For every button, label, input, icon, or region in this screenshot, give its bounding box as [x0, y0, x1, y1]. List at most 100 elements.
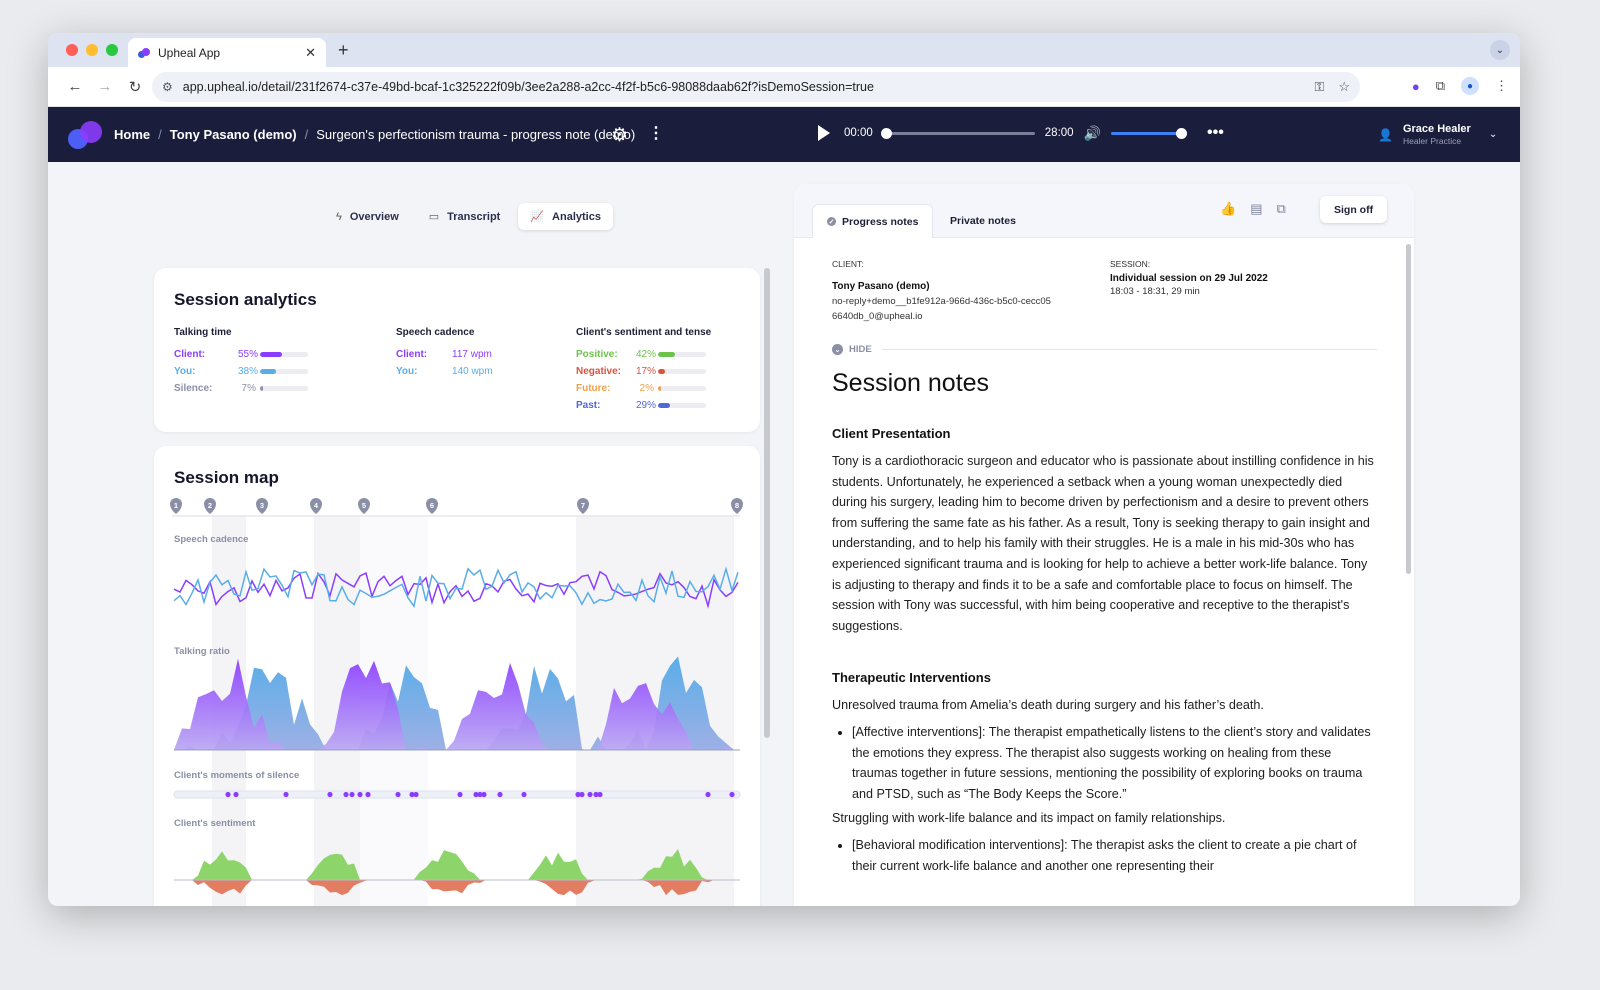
session-map-chart: 1 2 3 4 5 6 7 8 Speech cadence Talking ratio Cl… — [170, 498, 743, 906]
stat-label: Client: — [174, 349, 206, 360]
view-tabs: ϟ Overview ▭ Transcript 📈 Analytics — [324, 203, 613, 230]
extensions-puzzle-icon[interactable]: ⧉ — [1435, 78, 1445, 93]
maximize-window-button[interactable] — [106, 44, 118, 56]
silence-moment-dot[interactable] — [597, 791, 603, 798]
browser-tab[interactable]: Upheal App ✕ — [128, 38, 326, 67]
talking-time-section: Talking time Client: 55% You: 38% Silence: 7% — [174, 327, 396, 414]
silence-moment-dot[interactable] — [705, 791, 711, 798]
session-map-marker[interactable]: 5 — [358, 498, 370, 514]
breadcrumb-client[interactable]: Tony Pasano (demo) — [169, 127, 297, 142]
settings-gear-icon[interactable]: ⚙ — [611, 125, 629, 146]
stat-bar — [658, 369, 706, 374]
svg-text:5: 5 — [362, 501, 366, 510]
browser-tab-title: Upheal App — [158, 45, 221, 60]
stat-row: Negative: 17% — [576, 363, 711, 380]
silence-moment-dot[interactable] — [343, 791, 349, 798]
reload-icon[interactable]: ↻ — [128, 78, 142, 96]
more-options-icon[interactable]: ⋮ — [648, 125, 664, 142]
silence-moment-dot[interactable] — [575, 791, 581, 798]
silence-moment-dot[interactable] — [477, 791, 483, 798]
talking-time-label: Talking time — [174, 327, 232, 338]
sentiment-section: Client's sentiment and tense Positive: 42… — [576, 327, 711, 414]
silence-moment-dot[interactable] — [283, 791, 289, 798]
silence-moment-dot[interactable] — [497, 791, 503, 798]
tab-analytics[interactable]: 📈 Analytics — [518, 203, 613, 230]
play-button[interactable] — [818, 125, 830, 141]
session-time: 18:03 - 18:31, 29 min — [1110, 286, 1200, 297]
breadcrumb-separator: / — [304, 127, 309, 142]
profile-avatar-icon[interactable]: ● — [1461, 77, 1479, 95]
hide-toggle[interactable]: ⌄ HIDE — [832, 344, 1377, 355]
session-map-marker[interactable]: 1 — [170, 498, 182, 514]
chevron-down-icon: ⌄ — [1488, 129, 1498, 140]
hide-label: HIDE — [849, 344, 872, 355]
volume-speaker-icon[interactable]: 🔊 — [1083, 124, 1101, 141]
close-window-button[interactable] — [66, 44, 78, 56]
back-arrow-icon[interactable]: ← — [67, 78, 83, 95]
client-presentation-heading: Client Presentation — [832, 426, 951, 441]
tab-overview[interactable]: ϟ Overview — [324, 204, 411, 230]
silence-moment-dot[interactable] — [521, 791, 527, 798]
session-map-marker[interactable]: 7 — [577, 498, 589, 514]
minimize-window-button[interactable] — [86, 44, 98, 56]
user-menu[interactable]: 👤 Grace Healer Healer Practice ⌄ — [1378, 123, 1497, 146]
session-map-marker[interactable]: 4 — [310, 498, 322, 514]
session-analytics-title: Session analytics — [174, 290, 317, 309]
volume-slider[interactable] — [1111, 127, 1187, 139]
session-map-marker[interactable]: 6 — [426, 498, 438, 514]
player-more-icon[interactable]: ••• — [1207, 124, 1224, 141]
silence-moment-dot[interactable] — [395, 791, 401, 798]
silence-moment-dot[interactable] — [579, 791, 585, 798]
silence-moment-dot[interactable] — [349, 791, 355, 798]
volume-knob[interactable] — [1176, 127, 1187, 139]
forward-arrow-icon[interactable]: → — [97, 78, 113, 95]
sign-off-button[interactable]: Sign off — [1320, 196, 1388, 223]
tab-search-chevron-icon[interactable]: ⌄ — [1490, 40, 1510, 60]
session-map-marker[interactable]: 3 — [256, 498, 268, 514]
silence-moment-dot[interactable] — [409, 791, 415, 798]
track-label-talking-ratio: Talking ratio — [174, 646, 230, 657]
silence-moment-dot[interactable] — [233, 791, 239, 798]
chat-bubble-icon: ▭ — [428, 211, 440, 223]
password-key-icon[interactable]: ⚿ — [1314, 79, 1325, 94]
browser-tabstrip: Upheal App ✕ + ⌄ — [48, 33, 1520, 67]
extension-upheal-icon[interactable]: ● — [1411, 78, 1420, 94]
silence-moment-dot[interactable] — [473, 791, 479, 798]
address-bar[interactable]: ⚙ app.upheal.io/detail/231f2674-c37e-49b… — [152, 72, 1360, 102]
playback-progress-slider[interactable] — [880, 127, 1035, 139]
left-scrollbar[interactable] — [764, 268, 770, 738]
new-tab-icon[interactable]: + — [338, 40, 349, 60]
stat-percent: 29% — [636, 400, 657, 411]
feedback-thumbs-icon[interactable]: 👍 — [1220, 201, 1237, 216]
silence-moment-dot[interactable] — [365, 791, 371, 798]
silence-moment-dot[interactable] — [587, 791, 593, 798]
upheal-logo[interactable] — [68, 121, 102, 149]
session-map-marker[interactable]: 2 — [204, 498, 216, 514]
stat-value: 117 wpm — [452, 349, 492, 360]
browser-menu-icon[interactable]: ⋮ — [1495, 78, 1508, 93]
close-tab-icon[interactable]: ✕ — [305, 44, 316, 60]
tab-progress-notes[interactable]: ✓ Progress notes — [812, 204, 934, 238]
silence-moment-dot[interactable] — [729, 791, 735, 798]
silence-moment-dot[interactable] — [225, 791, 231, 798]
pdf-export-icon[interactable]: ▤ — [1250, 201, 1263, 216]
speech-cadence-label: Speech cadence — [396, 327, 475, 338]
site-info-icon[interactable]: ⚙ — [162, 80, 173, 94]
silence-moment-dot[interactable] — [457, 791, 463, 798]
silence-moment-dot[interactable] — [413, 791, 419, 798]
stat-row: Client: 55% — [174, 346, 396, 363]
silence-moment-dot[interactable] — [357, 791, 363, 798]
stat-bar — [260, 386, 308, 391]
silence-moment-dot[interactable] — [481, 791, 487, 798]
playback-knob[interactable] — [880, 127, 892, 139]
silence-moment-dot[interactable] — [593, 791, 599, 798]
tab-private-notes[interactable]: Private notes — [936, 204, 1030, 238]
bookmark-star-icon[interactable]: ☆ — [1338, 79, 1350, 94]
breadcrumb-home[interactable]: Home — [114, 127, 151, 142]
silence-moment-dot[interactable] — [327, 791, 333, 798]
notes-scrollbar[interactable] — [1406, 244, 1411, 574]
copy-clipboard-icon[interactable]: ⧉ — [1276, 201, 1286, 216]
stat-row: Positive: 42% — [576, 346, 711, 363]
session-map-marker[interactable]: 8 — [731, 498, 743, 514]
tab-transcript[interactable]: ▭ Transcript — [417, 203, 513, 230]
